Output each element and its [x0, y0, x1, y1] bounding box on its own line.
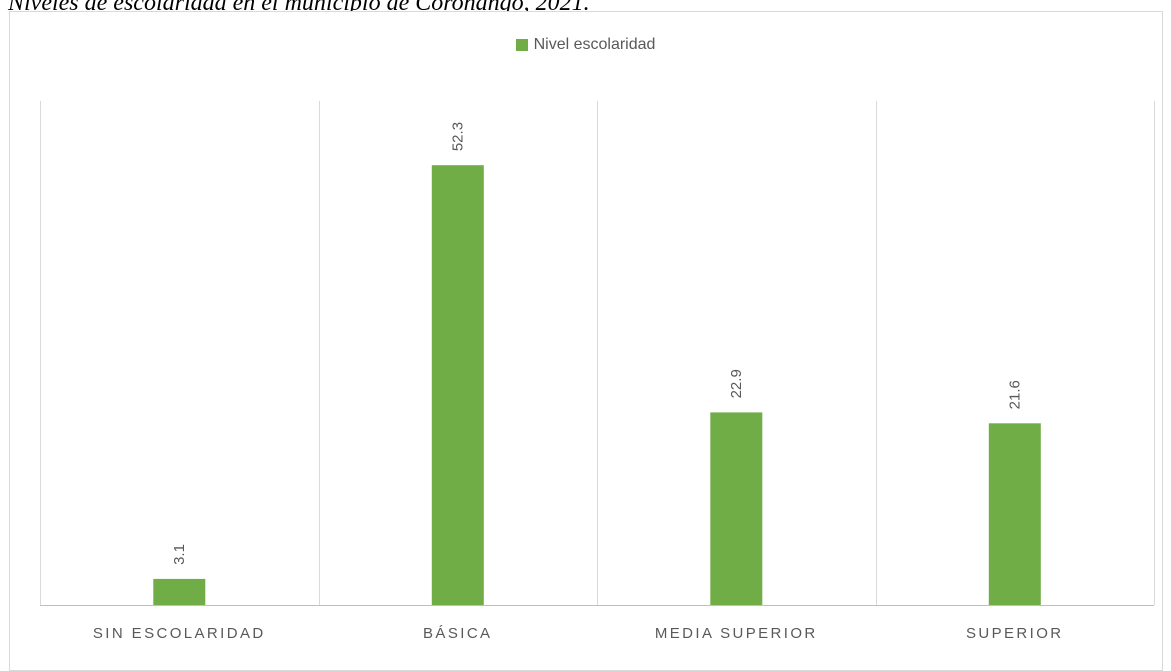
- gridlines: [40, 101, 1155, 605]
- category-label: SUPERIOR: [966, 625, 1064, 642]
- category-label: BÁSICA: [423, 625, 492, 642]
- data-label: 52.3: [450, 122, 467, 151]
- bar: [988, 423, 1041, 605]
- bar: [431, 165, 484, 605]
- bar-chart: 3.1 52.3 22.9 21.6 SIN ESCOLARIDAD BÁSICA MED…: [40, 101, 1155, 642]
- category-labels: SIN ESCOLARIDAD BÁSICA MEDIA SUPERIOR SUPER…: [93, 625, 1064, 642]
- bars: [153, 165, 1041, 605]
- chart-legend: Nivel escolaridad: [0, 36, 1171, 54]
- chart-area: [9, 11, 1163, 671]
- bar: [153, 578, 206, 605]
- category-label: SIN ESCOLARIDAD: [93, 625, 266, 642]
- bar: [710, 412, 763, 605]
- data-labels: 3.1 52.3 22.9 21.6: [171, 122, 1024, 565]
- legend-swatch: [515, 39, 528, 51]
- category-label: MEDIA SUPERIOR: [655, 625, 818, 642]
- data-label: 3.1: [171, 544, 188, 565]
- legend-label: Nivel escolaridad: [533, 36, 656, 53]
- data-label: 22.9: [728, 369, 745, 398]
- data-label: 21.6: [1007, 380, 1024, 409]
